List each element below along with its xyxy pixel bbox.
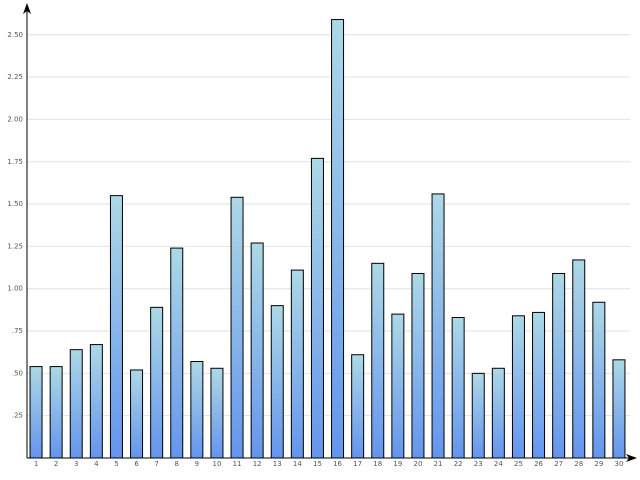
- x-tick-label: 11: [233, 460, 242, 468]
- bar: [431, 193, 445, 459]
- bar: [592, 301, 606, 459]
- bar: [29, 366, 43, 459]
- x-tick-label: 10: [212, 460, 221, 468]
- x-tick-label: 14: [293, 460, 302, 468]
- x-tick-label: 7: [154, 460, 158, 468]
- grid: [27, 34, 630, 417]
- y-tick-label: 1.50: [7, 200, 23, 208]
- bar: [49, 366, 63, 459]
- y-tick-label: 1.75: [7, 158, 23, 166]
- bar: [511, 315, 525, 459]
- x-tick-label: 12: [253, 460, 262, 468]
- x-tick-label: 15: [313, 460, 322, 468]
- x-tick-label: 19: [393, 460, 402, 468]
- bar: [310, 157, 324, 459]
- bar: [532, 311, 546, 459]
- y-tick-label: .50: [12, 369, 23, 377]
- x-tick-label: 9: [195, 460, 199, 468]
- bar: [250, 242, 264, 459]
- bar: [451, 316, 465, 459]
- bar: [491, 367, 505, 459]
- bar: [270, 305, 284, 459]
- bar: [331, 19, 345, 459]
- x-tick-label: 27: [554, 460, 563, 468]
- x-tick-label: 28: [574, 460, 583, 468]
- bar: [210, 367, 224, 459]
- x-tick-label: 4: [94, 460, 99, 468]
- bar: [190, 361, 204, 459]
- x-tick-label: 2: [54, 460, 58, 468]
- x-tick-label: 24: [494, 460, 503, 468]
- bar: [230, 196, 244, 459]
- x-tick-label: 26: [534, 460, 543, 468]
- x-tick-label: 23: [474, 460, 483, 468]
- x-tick-label: 25: [514, 460, 523, 468]
- x-tick-label: 30: [614, 460, 623, 468]
- x-tick-label: 17: [353, 460, 362, 468]
- x-axis-arrow: [626, 454, 637, 462]
- bar: [130, 369, 144, 459]
- x-tick-label: 5: [114, 460, 118, 468]
- bar: [89, 344, 103, 459]
- bar: [612, 359, 626, 459]
- y-tick-label: 1.25: [7, 242, 23, 250]
- bar: [411, 272, 425, 459]
- x-tick-label: 18: [373, 460, 382, 468]
- bar: [69, 349, 83, 459]
- y-tick-label: 2.25: [7, 73, 23, 81]
- bar: [290, 269, 304, 459]
- x-tick-label: 1: [34, 460, 38, 468]
- x-tick-label: 29: [594, 460, 603, 468]
- y-tick-label: 1.00: [7, 285, 23, 293]
- y-tick-label: .25: [12, 412, 23, 420]
- x-tick-label: 20: [413, 460, 422, 468]
- bar: [371, 262, 385, 459]
- x-tick-label: 16: [333, 460, 342, 468]
- bars: [29, 19, 626, 459]
- bar: [552, 272, 566, 459]
- x-tick-label: 6: [134, 460, 139, 468]
- x-tick-label: 22: [454, 460, 463, 468]
- bar: [170, 247, 184, 459]
- bar: [572, 259, 586, 459]
- y-tick-label: 2.00: [7, 115, 23, 123]
- x-tick-label: 3: [74, 460, 78, 468]
- x-tick-label: 21: [434, 460, 443, 468]
- bar: [109, 195, 123, 459]
- bar: [391, 313, 405, 459]
- x-tick-label: 13: [273, 460, 282, 468]
- y-tick-label: .75: [12, 327, 23, 335]
- bar: [150, 306, 164, 459]
- y-axis-arrow: [23, 3, 31, 14]
- y-tick-label: 2.50: [7, 31, 23, 39]
- axes: [23, 3, 637, 462]
- bar: [471, 372, 485, 459]
- bar: [351, 354, 365, 459]
- x-tick-label: 8: [175, 460, 179, 468]
